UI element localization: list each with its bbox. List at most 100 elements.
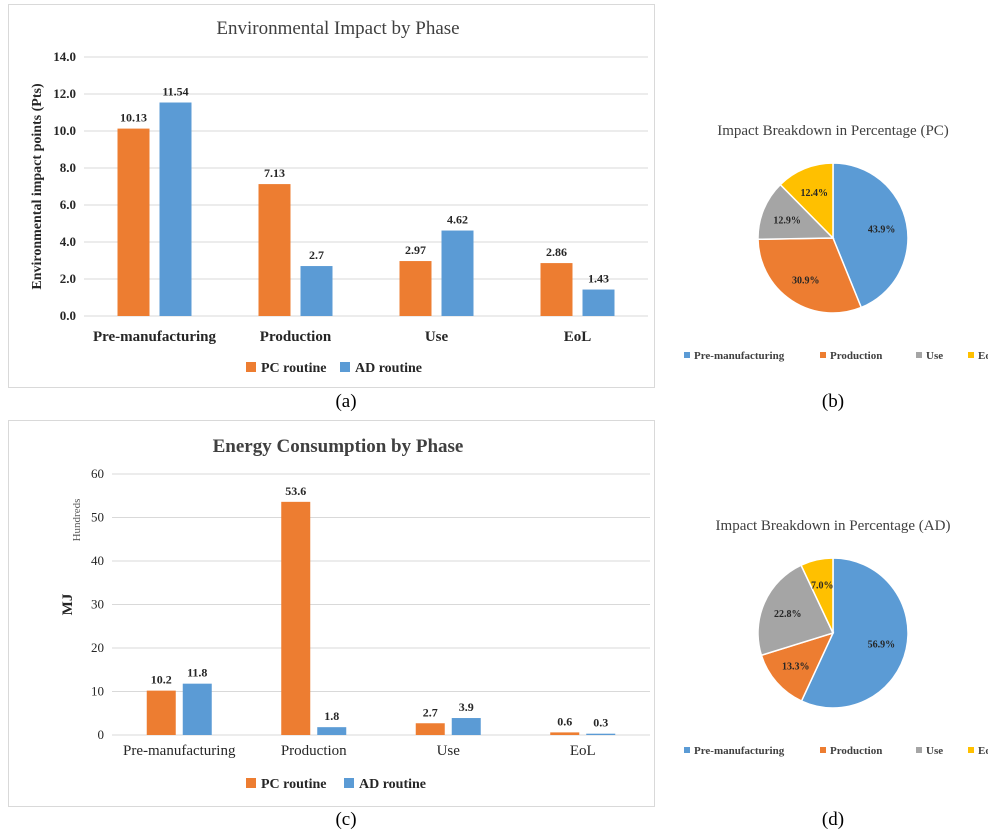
pie-slice bbox=[757, 237, 863, 314]
data-label: 10.13 bbox=[120, 111, 147, 125]
legend-swatch bbox=[246, 778, 256, 788]
chart-title: Impact Breakdown in Percentage (PC) bbox=[717, 123, 949, 139]
caption-c: (c) bbox=[335, 809, 357, 830]
y-tick-label: 10 bbox=[91, 684, 104, 699]
pie-slice bbox=[779, 162, 834, 240]
chart-d-pie-ad: Impact Breakdown in Percentage (AD) 56.9%… bbox=[684, 518, 988, 757]
y-tick-label: 4.0 bbox=[60, 234, 76, 249]
pie-slice bbox=[757, 564, 835, 657]
x-category-label: Production bbox=[260, 329, 332, 345]
legend-swatch bbox=[916, 747, 922, 753]
legend-swatch bbox=[916, 352, 922, 358]
y-tick-label: 10.0 bbox=[53, 123, 76, 138]
bar bbox=[540, 263, 573, 316]
y-tick-label: 0 bbox=[98, 727, 105, 742]
bar bbox=[117, 128, 150, 316]
chart-a-frame bbox=[8, 4, 655, 388]
legend-label: AD routine bbox=[355, 361, 422, 376]
pie-slice bbox=[832, 162, 909, 309]
x-category-label: EoL bbox=[564, 329, 592, 345]
chart-title: Impact Breakdown in Percentage (AD) bbox=[716, 518, 951, 534]
pie-slice bbox=[800, 557, 909, 709]
slice-label: 12.9% bbox=[773, 215, 801, 226]
bar bbox=[281, 501, 311, 735]
bar bbox=[146, 690, 176, 735]
caption-a: (a) bbox=[335, 391, 357, 412]
chart-title: Energy Consumption by Phase bbox=[213, 436, 464, 457]
data-label: 1.8 bbox=[324, 709, 339, 723]
legend-swatch bbox=[968, 747, 974, 753]
chart-c-energy-consumption: Energy Consumption by Phase 0 10 20 30 40 50 60… bbox=[60, 436, 650, 792]
slice-label: 12.4% bbox=[800, 188, 828, 199]
legend-swatch bbox=[968, 352, 974, 358]
slice-label: 13.3% bbox=[782, 662, 810, 673]
data-label: 11.54 bbox=[162, 85, 188, 99]
caption-b: (b) bbox=[821, 391, 845, 412]
chart-c-frame bbox=[8, 420, 655, 807]
data-label: 4.62 bbox=[447, 213, 468, 227]
bar bbox=[182, 683, 212, 735]
y-tick-label: 50 bbox=[91, 510, 104, 525]
legend-swatch bbox=[684, 747, 690, 753]
legend-label: PC routine bbox=[261, 777, 326, 792]
y-tick-label: 60 bbox=[91, 466, 104, 481]
legend-label: EoL bbox=[978, 350, 988, 362]
data-label: 1.43 bbox=[588, 272, 609, 286]
data-label: 2.7 bbox=[309, 248, 324, 262]
data-label: 0.3 bbox=[593, 716, 608, 730]
y-axis-label: Environmental impact points (Pts) bbox=[30, 83, 45, 290]
y-tick-label: 14.0 bbox=[53, 49, 76, 64]
bar bbox=[317, 727, 347, 735]
legend-label: EoL bbox=[978, 745, 988, 757]
y-tick-label: 30 bbox=[91, 597, 104, 612]
legend-swatch bbox=[820, 352, 826, 358]
x-category-label: Pre-manufacturing bbox=[93, 329, 217, 345]
data-label: 0.6 bbox=[557, 714, 572, 728]
y-tick-label: 6.0 bbox=[60, 197, 76, 212]
legend-label: Production bbox=[830, 350, 882, 362]
slice-label: 56.9% bbox=[868, 640, 896, 651]
data-label: 10.2 bbox=[151, 673, 172, 687]
slice-label: 30.9% bbox=[792, 275, 820, 286]
y-tick-label: 2.0 bbox=[60, 271, 76, 286]
bar bbox=[258, 184, 291, 316]
bar bbox=[441, 230, 474, 316]
y-tick-label: 0.0 bbox=[60, 308, 76, 323]
legend-swatch bbox=[246, 362, 256, 372]
slice-label: 22.8% bbox=[774, 609, 802, 620]
data-label: 7.13 bbox=[264, 166, 285, 180]
x-category-label: EoL bbox=[570, 743, 596, 759]
bar bbox=[300, 266, 333, 316]
y-tick-label: 8.0 bbox=[60, 160, 76, 175]
legend-label: Production bbox=[830, 745, 882, 757]
legend-swatch bbox=[820, 747, 826, 753]
y-tick-label: 12.0 bbox=[53, 86, 76, 101]
slice-label: 7.0% bbox=[811, 581, 834, 592]
bar bbox=[399, 261, 432, 316]
x-category-label: Use bbox=[437, 743, 461, 759]
bar bbox=[582, 289, 615, 316]
legend-label: AD routine bbox=[359, 777, 426, 792]
legend-label: Use bbox=[926, 350, 943, 362]
bar bbox=[550, 732, 580, 735]
caption-d: (d) bbox=[821, 809, 845, 830]
unit-label: Hundreds bbox=[71, 499, 83, 542]
legend-swatch bbox=[344, 778, 354, 788]
x-category-label: Production bbox=[281, 743, 347, 759]
pie-slice bbox=[800, 557, 834, 634]
data-label: 3.9 bbox=[459, 700, 474, 714]
legend-label: Use bbox=[926, 745, 943, 757]
y-tick-label: 20 bbox=[91, 640, 104, 655]
bar bbox=[451, 718, 481, 735]
bar bbox=[159, 102, 192, 316]
data-label: 53.6 bbox=[285, 484, 306, 498]
slice-label: 43.9% bbox=[868, 225, 896, 236]
legend-label: PC routine bbox=[261, 361, 326, 376]
data-label: 2.86 bbox=[546, 245, 567, 259]
chart-title: Environmental Impact by Phase bbox=[216, 18, 459, 39]
x-category-label: Pre-manufacturing bbox=[123, 743, 236, 759]
bar bbox=[415, 723, 445, 735]
pie-slice bbox=[757, 183, 835, 241]
bar bbox=[586, 733, 616, 735]
legend-swatch bbox=[684, 352, 690, 358]
